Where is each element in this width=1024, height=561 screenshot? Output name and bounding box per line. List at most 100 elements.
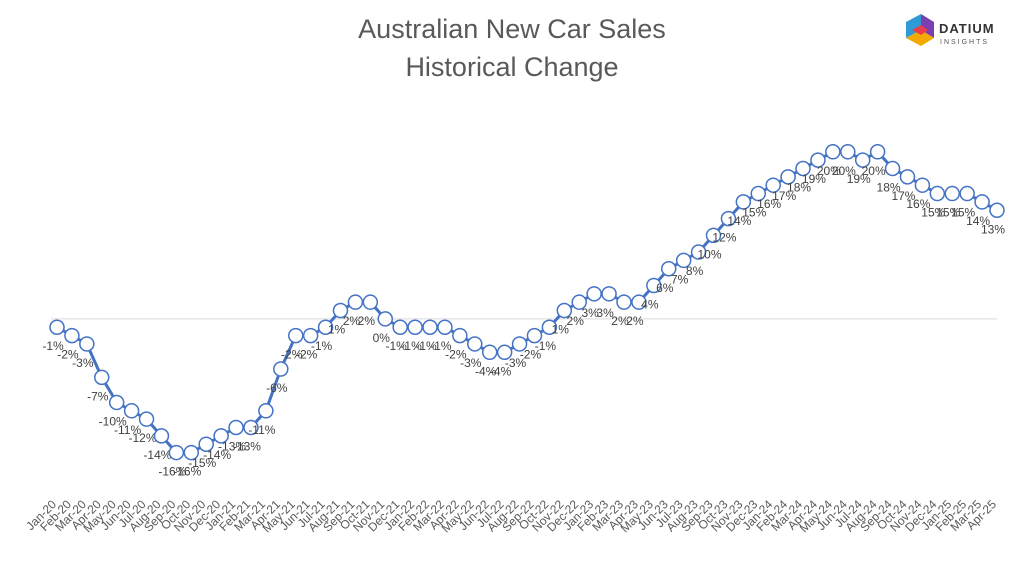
- marker: [108, 394, 125, 411]
- marker: [168, 444, 185, 461]
- marker: [496, 344, 513, 361]
- logo-tagline: INSIGHTS: [940, 39, 989, 46]
- marker: [705, 227, 722, 244]
- data-label: -4%: [475, 364, 497, 378]
- marker: [959, 185, 975, 202]
- data-label: 0%: [373, 331, 391, 345]
- data-label: -1%: [311, 339, 333, 353]
- data-label: 16%: [906, 197, 930, 211]
- marker: [377, 311, 394, 327]
- data-label: -7%: [87, 389, 109, 403]
- marker: [914, 177, 931, 193]
- marker: [675, 252, 692, 269]
- data-label: 2%: [567, 314, 585, 328]
- marker: [467, 336, 483, 352]
- marker: [989, 202, 1005, 219]
- marker: [317, 319, 334, 335]
- data-label: -4%: [490, 364, 512, 378]
- marker: [586, 286, 602, 302]
- data-label: 2%: [626, 314, 644, 328]
- data-label: -1%: [400, 339, 422, 353]
- marker: [526, 327, 543, 344]
- data-label: 12%: [712, 231, 736, 245]
- data-label: -3%: [72, 356, 94, 370]
- marker: [273, 361, 289, 377]
- data-label: -12%: [129, 431, 157, 445]
- marker: [631, 294, 647, 310]
- data-label: -3%: [505, 356, 527, 370]
- data-label: 14%: [727, 214, 751, 228]
- marker: [511, 336, 528, 352]
- data-label: 15%: [742, 206, 766, 220]
- data-label: -3%: [460, 356, 482, 370]
- marker: [79, 336, 95, 352]
- data-label: 4%: [641, 297, 659, 311]
- marker: [556, 302, 573, 319]
- data-label: -2%: [445, 348, 467, 362]
- marker: [929, 185, 946, 202]
- data-label: 19%: [847, 172, 871, 186]
- marker: [94, 369, 110, 386]
- marker: [899, 169, 916, 185]
- marker: [750, 185, 767, 202]
- marker: [869, 144, 886, 160]
- marker: [660, 261, 677, 277]
- marker: [302, 327, 319, 344]
- marker: [765, 177, 781, 193]
- marker: [780, 169, 796, 185]
- marker: [407, 319, 423, 335]
- data-label: 3%: [581, 306, 599, 320]
- marker: [810, 152, 826, 168]
- marker: [138, 411, 155, 427]
- data-label: 20%: [862, 164, 886, 178]
- line: [56, 149, 998, 455]
- logo: DATIUM INSIGHTS: [906, 14, 995, 46]
- data-label: 16%: [757, 197, 781, 211]
- data-label: 18%: [877, 180, 901, 194]
- marker: [258, 403, 274, 419]
- marker: [243, 419, 259, 436]
- data-label: -14%: [143, 448, 171, 462]
- marker: [183, 444, 200, 461]
- marker: [825, 144, 841, 160]
- data-label: 15%: [951, 206, 975, 220]
- data-label: 1%: [328, 323, 346, 337]
- data-label: -1%: [42, 339, 64, 353]
- data-label: 18%: [787, 180, 811, 194]
- data-label: 10%: [697, 247, 721, 261]
- data-label: -6%: [266, 381, 288, 395]
- marker: [362, 294, 379, 310]
- marker: [571, 294, 587, 310]
- data-label: -2%: [57, 348, 79, 362]
- data-label: 20%: [832, 164, 856, 178]
- marker: [213, 428, 229, 444]
- marker: [884, 160, 901, 177]
- marker: [616, 294, 632, 310]
- marker: [646, 277, 662, 294]
- data-label: -11%: [248, 423, 275, 437]
- data-label: -11%: [114, 423, 141, 437]
- data-label: 19%: [802, 172, 826, 186]
- chart-subtitle: Historical Change: [405, 52, 618, 82]
- data-label: 3%: [596, 306, 614, 320]
- data-label: 17%: [772, 189, 796, 203]
- marker: [481, 344, 498, 361]
- data-label: -2%: [296, 348, 318, 362]
- marker: [422, 319, 438, 335]
- logo-name: DATIUM: [939, 21, 995, 36]
- marker: [601, 286, 617, 302]
- marker: [437, 319, 453, 335]
- data-label: -2%: [281, 348, 303, 362]
- data-label: -1%: [430, 339, 452, 353]
- data-label: 8%: [686, 264, 704, 278]
- data-label: -16%: [173, 465, 201, 479]
- marker: [690, 244, 707, 260]
- data-label: 7%: [671, 272, 689, 286]
- marker: [198, 436, 214, 452]
- chart-title: Australian New Car Sales: [358, 14, 666, 44]
- data-label: -13%: [233, 440, 261, 454]
- data-label: 6%: [656, 281, 674, 295]
- data-label: -13%: [218, 440, 246, 454]
- marker: [64, 327, 80, 344]
- marker: [840, 144, 856, 160]
